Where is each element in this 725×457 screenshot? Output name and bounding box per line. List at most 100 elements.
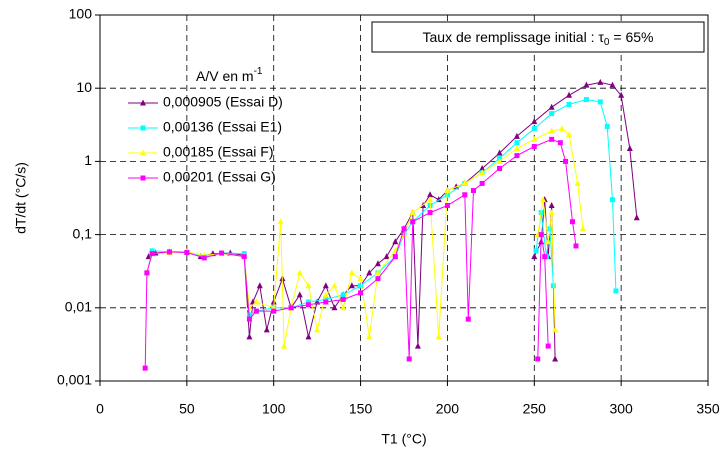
legend-title: A/V en m-1 bbox=[196, 66, 263, 84]
marker bbox=[531, 253, 538, 260]
marker bbox=[271, 308, 277, 314]
legend-label: 0,00136 (Essai E1) bbox=[163, 119, 282, 135]
x-tick-label: 300 bbox=[609, 401, 633, 417]
marker bbox=[288, 305, 294, 311]
legend-title-text: A/V en m bbox=[196, 68, 254, 84]
marker bbox=[513, 145, 520, 152]
marker bbox=[496, 149, 503, 156]
annotation-subscript: 0 bbox=[604, 37, 610, 48]
marker bbox=[414, 342, 421, 349]
marker bbox=[383, 253, 390, 260]
marker bbox=[573, 243, 579, 249]
y-tick-label: 0,1 bbox=[73, 225, 93, 241]
marker bbox=[604, 123, 610, 129]
marker bbox=[566, 131, 573, 138]
x-tick-label: 200 bbox=[436, 401, 460, 417]
marker bbox=[542, 254, 548, 260]
marker bbox=[444, 187, 451, 194]
marker bbox=[618, 91, 625, 98]
marker bbox=[496, 157, 503, 164]
marker bbox=[570, 219, 576, 225]
marker bbox=[427, 210, 433, 216]
marker bbox=[535, 356, 541, 362]
marker bbox=[331, 282, 338, 289]
marker bbox=[340, 304, 347, 311]
marker bbox=[314, 326, 321, 333]
x-tick-label: 250 bbox=[523, 401, 547, 417]
marker bbox=[497, 165, 503, 171]
y-tick-label: 0,01 bbox=[65, 299, 92, 315]
marker bbox=[140, 125, 146, 131]
marker bbox=[626, 145, 633, 152]
marker bbox=[305, 333, 312, 340]
y-tick-label: 100 bbox=[69, 6, 93, 22]
marker bbox=[305, 302, 311, 308]
marker bbox=[348, 282, 355, 289]
marker bbox=[559, 125, 566, 132]
x-tick-label: 50 bbox=[179, 401, 195, 417]
marker bbox=[479, 180, 485, 186]
marker bbox=[531, 135, 538, 142]
marker bbox=[392, 254, 398, 260]
marker bbox=[462, 192, 468, 198]
marker bbox=[514, 140, 520, 146]
marker bbox=[470, 188, 476, 194]
marker bbox=[566, 91, 573, 98]
marker bbox=[609, 81, 616, 88]
x-axis-label: T1 (°C) bbox=[381, 431, 426, 447]
marker bbox=[513, 132, 520, 139]
marker bbox=[366, 269, 373, 276]
legend-label: 0,00185 (Essai F) bbox=[163, 144, 274, 160]
marker bbox=[539, 196, 546, 203]
marker bbox=[479, 169, 486, 176]
marker bbox=[574, 179, 581, 186]
marker bbox=[613, 288, 619, 294]
marker bbox=[246, 316, 252, 322]
marker bbox=[323, 299, 329, 305]
marker bbox=[149, 251, 155, 257]
marker bbox=[253, 298, 260, 305]
marker bbox=[140, 175, 146, 181]
marker bbox=[409, 209, 416, 216]
marker bbox=[548, 209, 555, 216]
y-axis-label: dT/dt (°C/s) bbox=[13, 162, 29, 234]
marker bbox=[374, 260, 381, 267]
marker bbox=[277, 218, 284, 225]
marker bbox=[401, 226, 407, 232]
x-tick-label: 150 bbox=[349, 401, 373, 417]
plot-frame bbox=[99, 14, 709, 382]
marker bbox=[479, 164, 486, 171]
marker bbox=[358, 290, 364, 296]
x-tick-label: 0 bbox=[96, 401, 104, 417]
marker bbox=[633, 214, 640, 221]
marker bbox=[281, 342, 288, 349]
marker bbox=[296, 291, 303, 298]
marker bbox=[531, 118, 538, 125]
marker bbox=[549, 111, 555, 117]
marker bbox=[410, 219, 416, 225]
x-tick-label: 100 bbox=[262, 401, 286, 417]
x-tick-label: 350 bbox=[696, 401, 720, 417]
marker bbox=[545, 238, 552, 245]
marker bbox=[545, 343, 551, 349]
marker bbox=[305, 282, 312, 289]
marker bbox=[548, 103, 555, 110]
legend-label: 0,000905 (Essai D) bbox=[163, 94, 283, 110]
marker bbox=[444, 202, 450, 208]
marker bbox=[140, 99, 146, 106]
marker bbox=[583, 81, 590, 88]
marker bbox=[374, 269, 381, 276]
marker bbox=[263, 326, 270, 333]
marker bbox=[465, 316, 471, 322]
marker bbox=[552, 355, 559, 362]
marker bbox=[323, 296, 329, 302]
marker bbox=[219, 250, 225, 256]
y-tick-label: 1 bbox=[84, 152, 92, 168]
marker bbox=[256, 282, 263, 289]
marker bbox=[331, 304, 338, 311]
marker bbox=[548, 127, 555, 134]
marker bbox=[142, 365, 148, 371]
marker bbox=[427, 196, 434, 203]
marker bbox=[246, 304, 253, 311]
